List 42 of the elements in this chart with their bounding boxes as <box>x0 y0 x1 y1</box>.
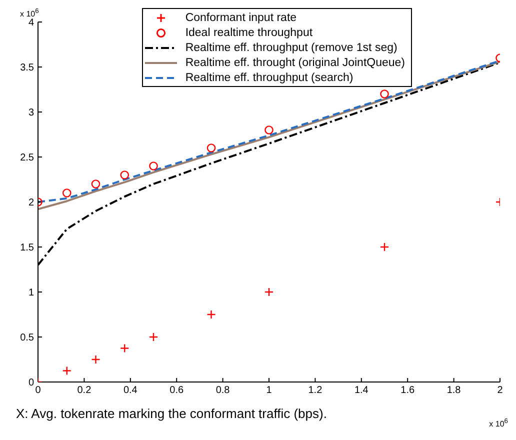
legend-label: Realtime eff. throughput (remove 1st seg) <box>185 42 398 54</box>
point <box>120 170 130 180</box>
x-tick-label: 2 <box>497 385 504 396</box>
y-tick-label: 2 <box>28 198 34 209</box>
legend-label: Ideal realtime throughput <box>185 26 313 38</box>
y-tick-label: 4 <box>28 18 34 29</box>
point <box>91 180 100 188</box>
y-tick-label: 1.5 <box>20 242 34 254</box>
y-tick-label: 0.5 <box>20 332 34 344</box>
x-tick-label: 1.8 <box>446 385 462 396</box>
point <box>380 90 389 98</box>
point <box>264 126 274 134</box>
legend-label: Realtime eff. throughput (search) <box>185 72 354 84</box>
y-tick-label: 3 <box>28 108 34 119</box>
x-tick-label: 1.6 <box>400 385 415 396</box>
point <box>62 188 72 198</box>
legend-label: Conformant input rate <box>185 12 297 24</box>
x-tick-label: 1.4 <box>354 385 369 396</box>
point <box>264 287 274 297</box>
x-axis-title: X: Avg. tokenrate marking the conformant traffic (bps). <box>16 406 327 421</box>
point <box>120 344 130 353</box>
point <box>91 354 100 364</box>
legend-label: Realtime eff. throught (original JointQueue) <box>185 56 405 68</box>
x-tick-label: 1.2 <box>308 385 323 396</box>
x-tick-label: 0.6 <box>170 385 184 396</box>
point <box>206 144 216 152</box>
x-tick-label: 0 <box>35 385 42 396</box>
y-tick-label: 1 <box>28 288 34 299</box>
point <box>148 332 158 342</box>
point <box>206 310 216 320</box>
x-tick-label: 0.4 <box>123 385 138 396</box>
text: x 10$^{6}$ <box>489 418 508 429</box>
point <box>149 162 158 170</box>
y-tick-label: 2.5 <box>20 152 34 164</box>
y-tick-label: 3.5 <box>20 62 34 74</box>
x-tick-label: 0.2 <box>77 385 92 396</box>
x-tick-label: 1 <box>266 385 272 396</box>
point <box>380 242 390 252</box>
x-tick-label: 0.8 <box>216 385 230 396</box>
y-tick-label: 0 <box>28 378 34 389</box>
point <box>62 366 72 376</box>
text: x 10$^{6}$ <box>20 8 39 19</box>
